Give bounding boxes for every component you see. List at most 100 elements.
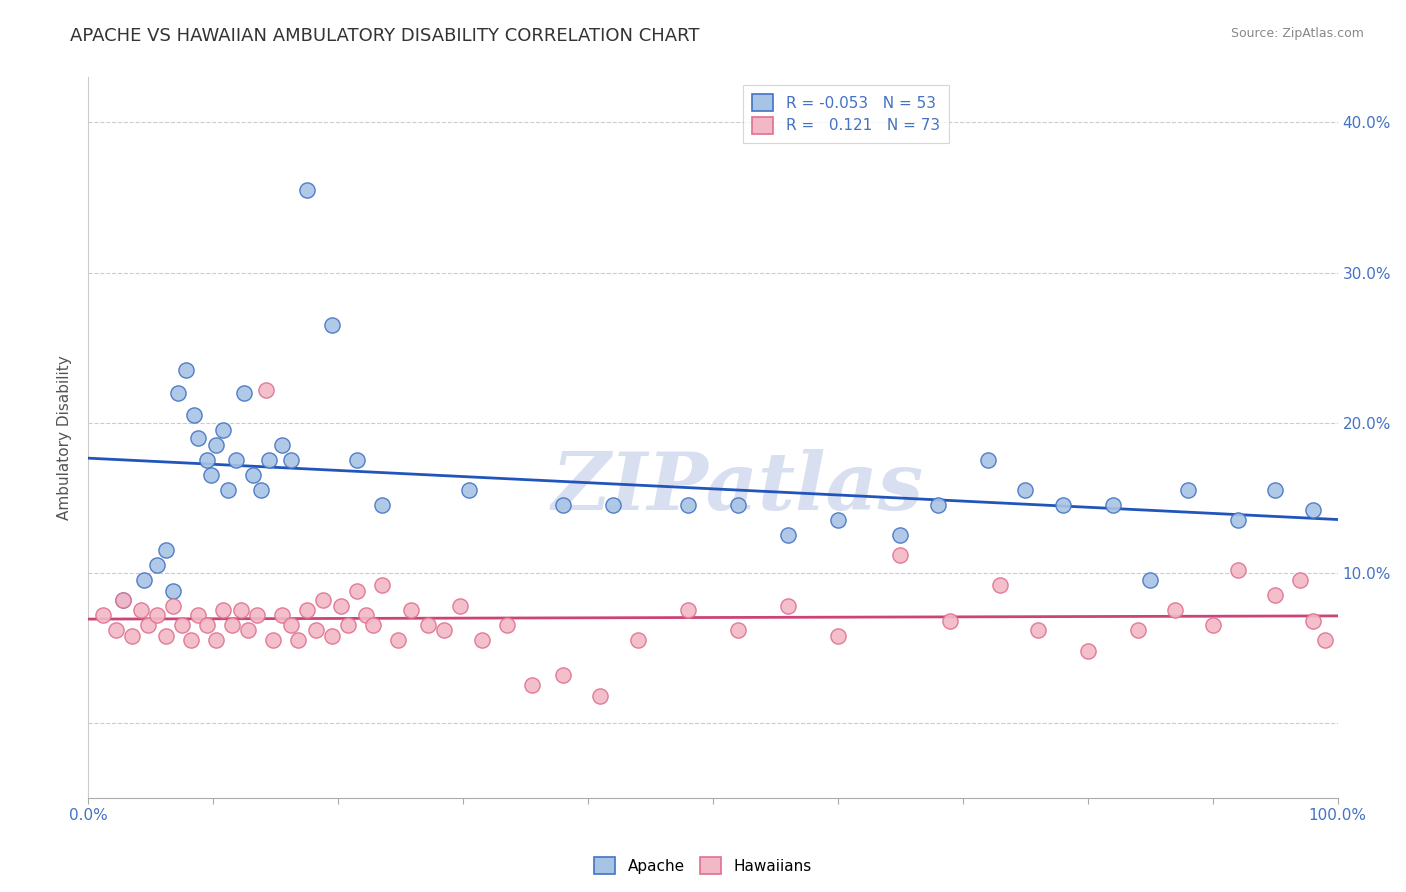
Point [183, 409, 205, 423]
Point [262, 633, 284, 648]
Point [280, 618, 302, 632]
Point [112, 593, 135, 607]
Point [1052, 498, 1074, 512]
Point [346, 453, 368, 467]
Point [1014, 483, 1036, 498]
Point [225, 453, 247, 467]
Point [242, 468, 264, 483]
Point [551, 498, 574, 512]
Point [180, 633, 202, 648]
Point [988, 578, 1011, 592]
Point [187, 607, 209, 622]
Point [1026, 623, 1049, 637]
Point [170, 618, 193, 632]
Point [1139, 574, 1161, 588]
Point [174, 363, 197, 377]
Point [295, 603, 318, 617]
Point [1202, 618, 1225, 632]
Point [676, 603, 699, 617]
Point [249, 483, 271, 498]
Point [146, 558, 169, 573]
Legend: Apache, Hawaiians: Apache, Hawaiians [588, 851, 818, 880]
Point [1077, 644, 1099, 658]
Point [399, 603, 422, 617]
Y-axis label: Ambulatory Disability: Ambulatory Disability [58, 355, 72, 520]
Point [280, 453, 302, 467]
Point [371, 578, 394, 592]
Text: APACHE VS HAWAIIAN AMBULATORY DISABILITY CORRELATION CHART: APACHE VS HAWAIIAN AMBULATORY DISABILITY… [70, 27, 700, 45]
Text: ZIPatlas: ZIPatlas [551, 450, 924, 527]
Point [927, 498, 949, 512]
Point [727, 498, 749, 512]
Point [827, 513, 849, 527]
Point [129, 603, 152, 617]
Point [416, 618, 439, 632]
Point [676, 498, 699, 512]
Point [450, 599, 472, 613]
Point [520, 678, 543, 692]
Point [136, 618, 159, 632]
Point [602, 498, 624, 512]
Point [212, 423, 235, 437]
Point [121, 629, 143, 643]
Legend: R = -0.053   N = 53, R =   0.121   N = 73: R = -0.053 N = 53, R = 0.121 N = 73 [742, 85, 949, 143]
Text: Source: ZipAtlas.com: Source: ZipAtlas.com [1230, 27, 1364, 40]
Point [458, 483, 481, 498]
Point [236, 623, 259, 637]
Point [371, 498, 394, 512]
Point [939, 614, 962, 628]
Point [221, 618, 243, 632]
Point [329, 599, 352, 613]
Point [1226, 513, 1249, 527]
Point [155, 543, 177, 558]
Point [212, 603, 235, 617]
Point [727, 623, 749, 637]
Point [270, 607, 292, 622]
Point [104, 623, 127, 637]
Point [217, 483, 239, 498]
Point [776, 599, 799, 613]
Point [312, 593, 335, 607]
Point [321, 629, 343, 643]
Point [112, 593, 135, 607]
Point [1226, 563, 1249, 577]
Point [495, 618, 517, 632]
Point [162, 583, 184, 598]
Point [1313, 633, 1336, 648]
Point [162, 599, 184, 613]
Point [551, 668, 574, 682]
Point [827, 629, 849, 643]
Point [346, 583, 368, 598]
Point [627, 633, 650, 648]
Point [200, 468, 222, 483]
Point [776, 528, 799, 542]
Point [91, 607, 114, 622]
Point [134, 574, 156, 588]
Point [204, 633, 226, 648]
Point [361, 618, 384, 632]
Point [354, 607, 377, 622]
Point [1264, 483, 1286, 498]
Point [1126, 623, 1149, 637]
Point [146, 607, 169, 622]
Point [433, 623, 456, 637]
Point [1302, 503, 1324, 517]
Point [229, 603, 252, 617]
Point [246, 607, 269, 622]
Point [1289, 574, 1312, 588]
Point [471, 633, 494, 648]
Point [295, 183, 318, 197]
Point [1302, 614, 1324, 628]
Point [259, 453, 281, 467]
Point [204, 438, 226, 452]
Point [233, 385, 256, 400]
Point [1264, 588, 1286, 602]
Point [1101, 498, 1123, 512]
Point [889, 548, 911, 562]
Point [387, 633, 409, 648]
Point [589, 689, 612, 703]
Point [254, 383, 277, 397]
Point [889, 528, 911, 542]
Point [287, 633, 309, 648]
Point [1177, 483, 1199, 498]
